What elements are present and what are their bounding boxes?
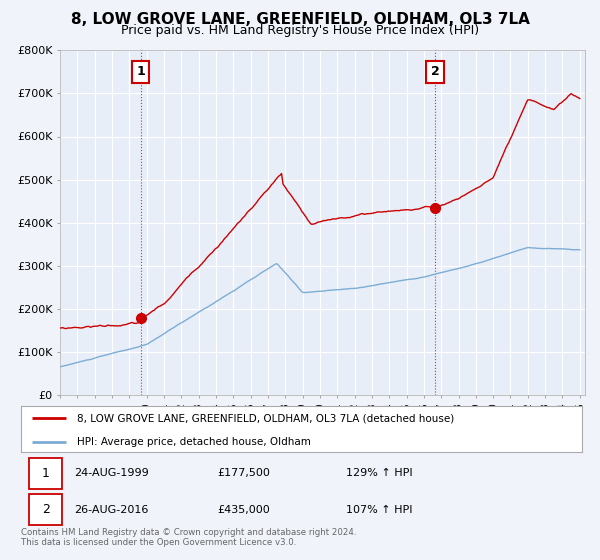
Text: 1: 1 [136, 66, 145, 78]
Text: 8, LOW GROVE LANE, GREENFIELD, OLDHAM, OL3 7LA: 8, LOW GROVE LANE, GREENFIELD, OLDHAM, O… [71, 12, 529, 27]
Text: 1: 1 [42, 466, 50, 480]
Text: Price paid vs. HM Land Registry's House Price Index (HPI): Price paid vs. HM Land Registry's House … [121, 24, 479, 36]
Text: 26-AUG-2016: 26-AUG-2016 [74, 505, 149, 515]
FancyBboxPatch shape [29, 494, 62, 525]
Text: 129% ↑ HPI: 129% ↑ HPI [346, 468, 413, 478]
Text: 107% ↑ HPI: 107% ↑ HPI [346, 505, 413, 515]
Text: HPI: Average price, detached house, Oldham: HPI: Average price, detached house, Oldh… [77, 437, 311, 447]
Text: 2: 2 [42, 503, 50, 516]
Text: 2: 2 [431, 66, 439, 78]
Text: 24-AUG-1999: 24-AUG-1999 [74, 468, 149, 478]
Text: £177,500: £177,500 [217, 468, 270, 478]
Text: Contains HM Land Registry data © Crown copyright and database right 2024.
This d: Contains HM Land Registry data © Crown c… [21, 528, 356, 547]
FancyBboxPatch shape [29, 458, 62, 488]
Text: 8, LOW GROVE LANE, GREENFIELD, OLDHAM, OL3 7LA (detached house): 8, LOW GROVE LANE, GREENFIELD, OLDHAM, O… [77, 413, 454, 423]
Text: £435,000: £435,000 [217, 505, 270, 515]
